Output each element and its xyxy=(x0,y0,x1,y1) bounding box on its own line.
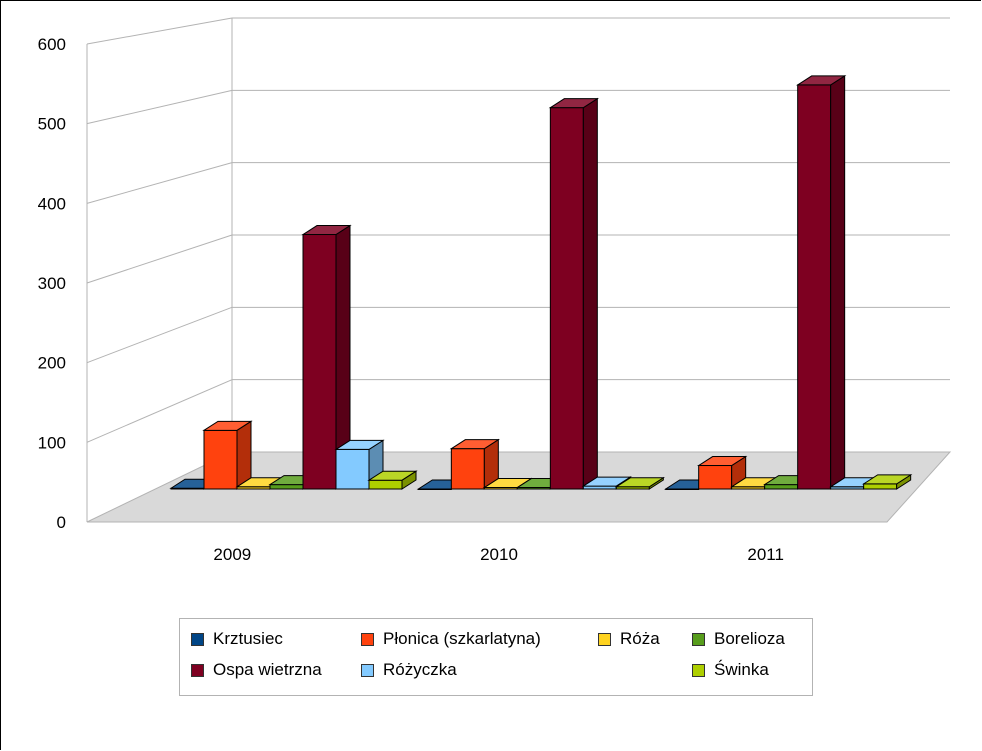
bar-top xyxy=(548,98,600,109)
legend-label: Ospa wietrzna xyxy=(213,660,322,679)
legend-swatch xyxy=(361,663,374,677)
bar-front xyxy=(335,448,370,490)
y-tick-label: 400 xyxy=(38,194,66,213)
bar-top xyxy=(795,75,847,86)
bar xyxy=(795,75,847,490)
y-tick-label: 500 xyxy=(38,115,66,134)
bar-front xyxy=(797,84,832,490)
bar-top xyxy=(696,456,748,467)
legend-item: Świnka xyxy=(692,660,769,680)
x-tick-label: 2009 xyxy=(213,545,251,564)
legend-swatch xyxy=(692,632,705,646)
bars xyxy=(169,75,913,490)
bar-front xyxy=(203,429,238,490)
bar xyxy=(334,439,385,490)
x-tick-label: 2010 xyxy=(480,545,518,564)
gridline-side xyxy=(86,379,233,443)
bar-top xyxy=(334,439,385,450)
gridline-side xyxy=(86,162,233,204)
bar xyxy=(861,473,913,490)
bar-front xyxy=(863,483,898,490)
legend-item: Krztusiec xyxy=(191,629,283,649)
legend: Krztusiec Płonica (szkarlatyna) Róża Boreli… xyxy=(179,618,813,696)
bar-top xyxy=(614,477,666,488)
bar-side xyxy=(830,75,846,490)
bar-top xyxy=(449,439,501,450)
legend-label: Borelioza xyxy=(714,629,785,648)
bar-front xyxy=(269,484,304,490)
legend-label: Różyczka xyxy=(383,660,457,679)
legend-swatch xyxy=(191,632,204,646)
y-tick-label: 100 xyxy=(38,433,66,452)
x-axis-ticks: 2009 2010 2011 xyxy=(213,545,784,564)
bar xyxy=(614,476,666,490)
gridline-side xyxy=(86,306,233,364)
bar-top xyxy=(202,420,253,431)
bar-front xyxy=(549,107,584,490)
legend-swatch xyxy=(598,632,611,646)
y-axis-ticks: 0 100 200 300 400 500 600 xyxy=(38,35,66,532)
legend-item: Borelioza xyxy=(692,629,785,649)
x-tick-label: 2011 xyxy=(747,545,784,564)
gridline-side xyxy=(86,234,233,284)
legend-label: Krztusiec xyxy=(213,629,283,648)
bar-top xyxy=(301,225,352,236)
bar xyxy=(367,470,418,490)
bar-top xyxy=(367,470,418,481)
y-tick-label: 0 xyxy=(57,513,66,532)
bar xyxy=(449,438,501,490)
legend-item: Róża xyxy=(598,629,660,649)
gridline-side xyxy=(86,17,233,45)
bar-front xyxy=(764,484,799,490)
legend-swatch xyxy=(692,663,705,677)
y-tick-label: 600 xyxy=(38,35,66,54)
legend-label: Płonica (szkarlatyna) xyxy=(383,629,541,648)
y-tick-label: 200 xyxy=(38,354,66,373)
bar-front xyxy=(302,234,337,490)
bar-top xyxy=(861,474,913,485)
legend-item: Ospa wietrzna xyxy=(191,660,322,680)
gridline-side xyxy=(86,89,233,125)
legend-swatch xyxy=(361,632,374,646)
bar-front xyxy=(450,448,485,490)
bar xyxy=(301,224,352,490)
legend-swatch xyxy=(191,663,204,677)
bar-side xyxy=(582,97,598,490)
bar xyxy=(202,420,253,490)
legend-label: Róża xyxy=(620,629,660,648)
bar-top xyxy=(581,476,633,487)
legend-item: Płonica (szkarlatyna) xyxy=(361,629,541,649)
legend-item: Różyczka xyxy=(361,660,457,680)
legend-label: Świnka xyxy=(714,660,769,679)
y-tick-label: 300 xyxy=(38,274,66,293)
bar xyxy=(548,97,600,490)
bar-front xyxy=(698,465,733,490)
bar-front xyxy=(368,479,403,490)
